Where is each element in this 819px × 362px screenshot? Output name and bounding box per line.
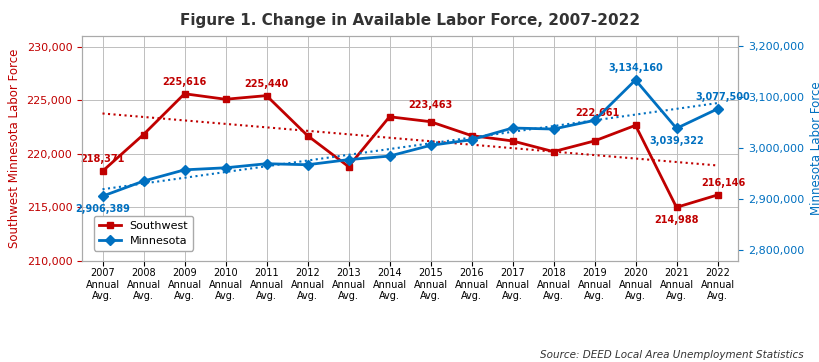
Text: 223,463: 223,463 (408, 100, 452, 110)
Y-axis label: Southwest Minnesota Labor Force: Southwest Minnesota Labor Force (8, 49, 21, 248)
Y-axis label: Minnesota Labor Force: Minnesota Labor Force (808, 81, 819, 215)
Text: 225,440: 225,440 (244, 79, 288, 89)
Text: 3,039,322: 3,039,322 (649, 136, 703, 146)
Text: 216,146: 216,146 (700, 178, 744, 188)
Text: 214,988: 214,988 (654, 215, 698, 226)
Text: Source: DEED Local Area Unemployment Statistics: Source: DEED Local Area Unemployment Sta… (540, 350, 803, 360)
Text: 3,134,160: 3,134,160 (608, 63, 662, 73)
Text: 218,371: 218,371 (80, 154, 124, 164)
Legend: Southwest, Minnesota: Southwest, Minnesota (94, 216, 192, 251)
Text: 2,906,389: 2,906,389 (75, 204, 129, 214)
Text: 225,616: 225,616 (162, 77, 206, 87)
Title: Figure 1. Change in Available Labor Force, 2007-2022: Figure 1. Change in Available Labor Forc… (179, 13, 640, 28)
Text: 222,661: 222,661 (574, 108, 618, 118)
Text: 3,077,500: 3,077,500 (695, 92, 749, 102)
